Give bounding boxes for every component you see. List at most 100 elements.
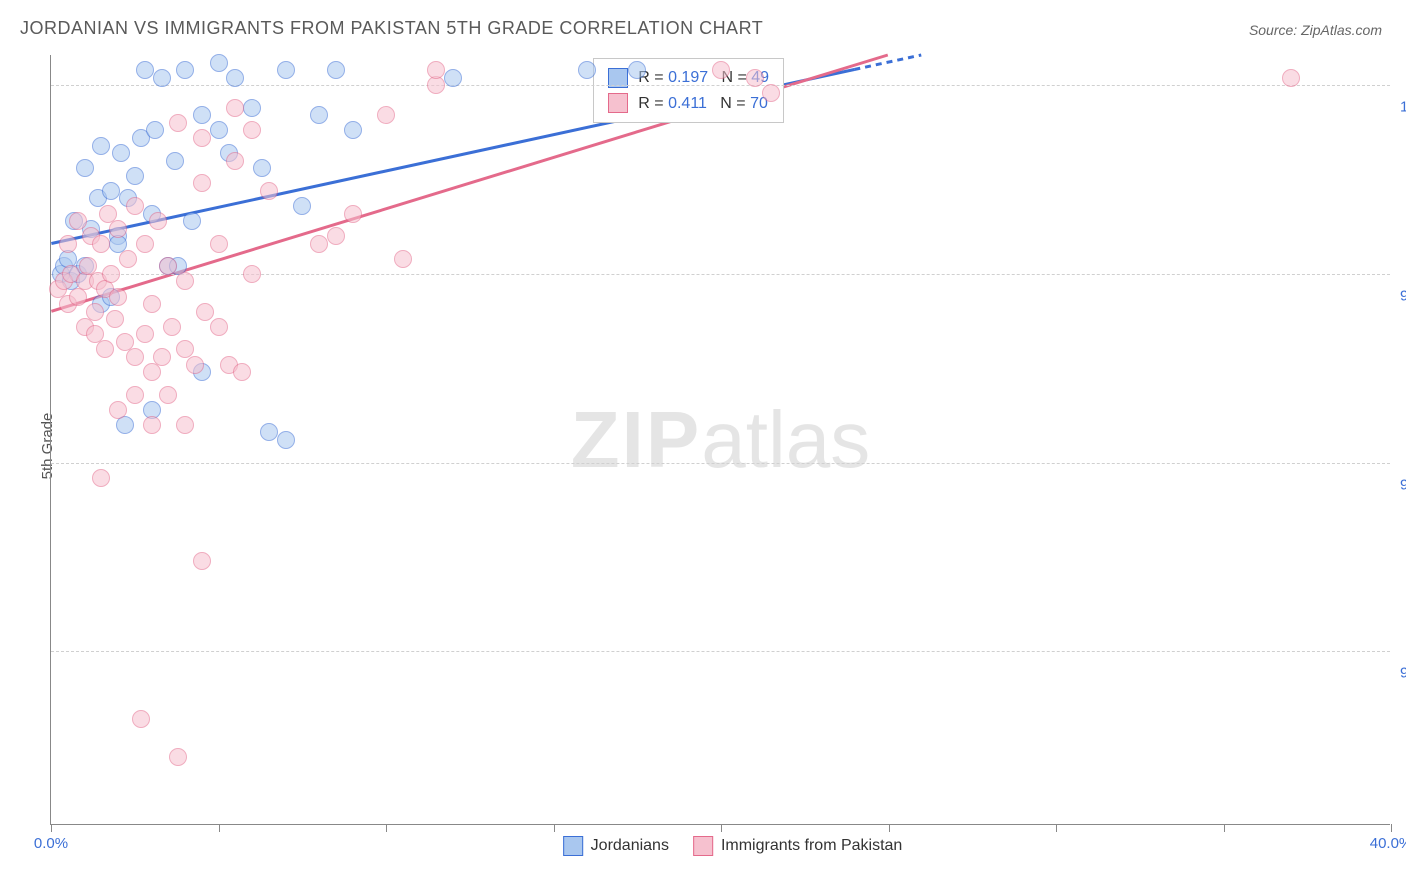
x-tick — [219, 824, 220, 832]
data-point — [96, 340, 114, 358]
data-point — [176, 61, 194, 79]
data-point — [143, 295, 161, 313]
data-point — [243, 121, 261, 139]
plot-area: ZIPatlas R = 0.197 N = 49R = 0.411 N = 7… — [50, 55, 1390, 825]
data-point — [169, 114, 187, 132]
y-tick-label: 100.0% — [1392, 99, 1406, 116]
data-point — [628, 61, 646, 79]
data-point — [126, 348, 144, 366]
legend-stats-row: R = 0.411 N = 70 — [608, 91, 769, 117]
data-point — [109, 288, 127, 306]
data-point — [143, 416, 161, 434]
watermark: ZIPatlas — [571, 394, 870, 486]
data-point — [126, 167, 144, 185]
data-point — [210, 235, 228, 253]
x-tick — [1056, 824, 1057, 832]
data-point — [226, 152, 244, 170]
data-point — [92, 235, 110, 253]
gridline — [51, 463, 1390, 464]
data-point — [578, 61, 596, 79]
data-point — [277, 431, 295, 449]
legend-label: Immigrants from Pakistan — [721, 837, 902, 854]
x-tick-label: 40.0% — [1370, 835, 1406, 852]
x-tick — [889, 824, 890, 832]
data-point — [344, 121, 362, 139]
data-point — [293, 197, 311, 215]
data-point — [226, 69, 244, 87]
data-point — [183, 212, 201, 230]
data-point — [126, 197, 144, 215]
gridline — [51, 651, 1390, 652]
data-point — [196, 303, 214, 321]
y-tick-label: 97.5% — [1392, 287, 1406, 304]
data-point — [136, 325, 154, 343]
data-point — [146, 121, 164, 139]
x-tick — [51, 824, 52, 832]
gridline — [51, 85, 1390, 86]
legend-series: Jordanians Immigrants from Pakistan — [539, 836, 903, 856]
data-point — [153, 348, 171, 366]
data-point — [310, 106, 328, 124]
source-attribution: Source: ZipAtlas.com — [1249, 22, 1382, 38]
chart-title: JORDANIAN VS IMMIGRANTS FROM PAKISTAN 5T… — [20, 18, 763, 39]
data-point — [163, 318, 181, 336]
x-tick-label: 0.0% — [34, 835, 68, 852]
data-point — [210, 54, 228, 72]
data-point — [253, 159, 271, 177]
data-point — [712, 61, 730, 79]
legend-label: Jordanians — [591, 837, 669, 854]
x-tick — [554, 824, 555, 832]
data-point — [377, 106, 395, 124]
y-tick-label: 92.5% — [1392, 665, 1406, 682]
data-point — [193, 552, 211, 570]
data-point — [260, 182, 278, 200]
data-point — [136, 235, 154, 253]
data-point — [102, 182, 120, 200]
x-tick — [1391, 824, 1392, 832]
data-point — [106, 310, 124, 328]
data-point — [69, 212, 87, 230]
data-point — [193, 106, 211, 124]
data-point — [277, 61, 295, 79]
data-point — [243, 99, 261, 117]
data-point — [210, 121, 228, 139]
data-point — [186, 356, 204, 374]
data-point — [1282, 69, 1300, 87]
data-point — [132, 710, 150, 728]
data-point — [210, 318, 228, 336]
trend-lines — [51, 55, 1390, 824]
data-point — [226, 99, 244, 117]
data-point — [149, 212, 167, 230]
data-point — [59, 235, 77, 253]
x-tick — [721, 824, 722, 832]
legend-swatch — [693, 836, 713, 856]
data-point — [102, 265, 120, 283]
data-point — [92, 137, 110, 155]
x-tick — [1224, 824, 1225, 832]
data-point — [159, 257, 177, 275]
data-point — [166, 152, 184, 170]
data-point — [159, 386, 177, 404]
data-point — [746, 69, 764, 87]
data-point — [176, 272, 194, 290]
data-point — [176, 416, 194, 434]
data-point — [136, 61, 154, 79]
data-point — [126, 386, 144, 404]
data-point — [193, 129, 211, 147]
data-point — [327, 227, 345, 245]
data-point — [193, 174, 211, 192]
data-point — [143, 363, 161, 381]
legend-swatch — [563, 836, 583, 856]
data-point — [243, 265, 261, 283]
data-point — [92, 469, 110, 487]
x-tick — [386, 824, 387, 832]
data-point — [109, 401, 127, 419]
data-point — [327, 61, 345, 79]
data-point — [76, 159, 94, 177]
data-point — [109, 220, 127, 238]
data-point — [444, 69, 462, 87]
data-point — [310, 235, 328, 253]
data-point — [260, 423, 278, 441]
data-point — [427, 61, 445, 79]
data-point — [153, 69, 171, 87]
